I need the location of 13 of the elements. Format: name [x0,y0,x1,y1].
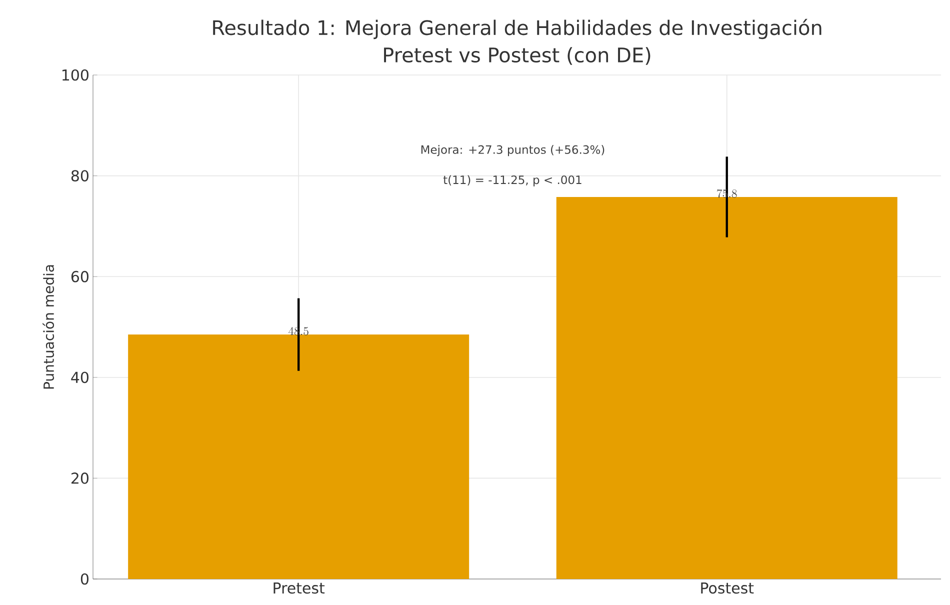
x-tick-label: Pretest [274,582,325,594]
y-tick-label: 20 [71,472,88,484]
y-axis-title: Puntuación media [42,265,54,389]
chart-subtitle: Pretest vs Postest (con DE) [384,47,650,65]
y-tick-label: 60 [71,270,88,282]
y-tick-label: 100 [62,69,88,81]
annotation: Mejora: +27.3 puntos (+56.3%) [421,145,604,156]
y-tick-label: 40 [71,372,88,384]
annotation: t(11) = -11.25, p < .001 [443,175,582,186]
y-tick-label: 0 [80,573,88,585]
x-tick-label: Postest [701,582,754,594]
y-tick-label: 80 [71,170,88,182]
chart-title: Resultado 1: Mejora General de Habilidades de Investigación [213,18,822,40]
